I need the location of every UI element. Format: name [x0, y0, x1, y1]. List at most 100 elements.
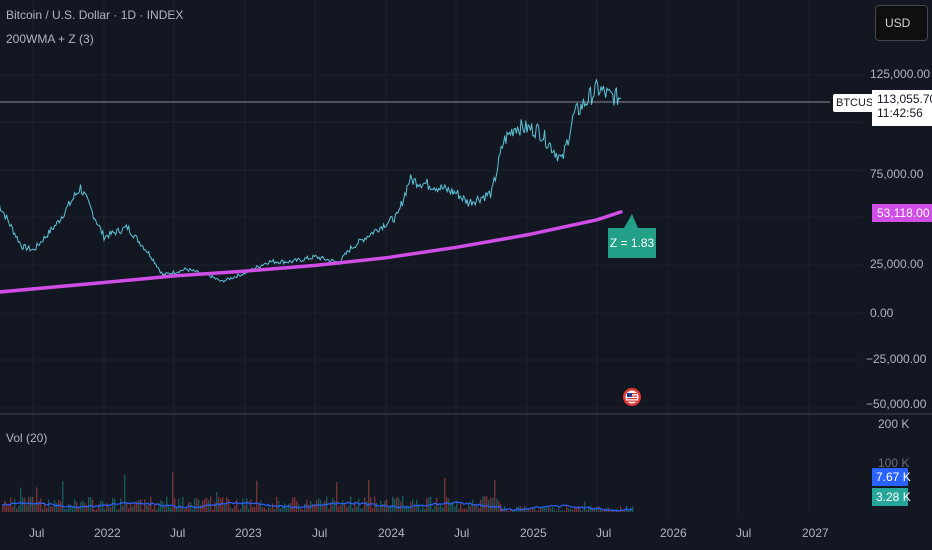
volume-bar: [14, 498, 16, 512]
volume-bar: [12, 506, 14, 512]
volume-bar: [358, 498, 360, 512]
volume-bar: [152, 509, 154, 512]
volume-bar: [446, 497, 448, 512]
volume-bar: [578, 505, 580, 512]
volume-bar: [594, 507, 596, 512]
volume-bar: [584, 501, 586, 512]
volume-bar: [294, 497, 296, 512]
volume-bar: [338, 506, 340, 512]
volume-bar: [84, 502, 86, 512]
time-axis-label: 2026: [660, 526, 687, 540]
volume-bar: [262, 507, 264, 512]
volume-bar: [56, 503, 58, 512]
volume-bar: [528, 508, 530, 512]
volume-bar: [304, 503, 306, 512]
volume-bar: [170, 507, 172, 512]
volume-bar: [612, 509, 614, 512]
time-axis-label: Jul: [596, 526, 612, 540]
time-axis-label: 2027: [802, 526, 829, 540]
time-axis-label: Jul: [454, 526, 470, 540]
volume-bar: [560, 510, 562, 512]
volume-bar: [100, 500, 102, 512]
volume-bar: [94, 509, 96, 512]
volume-bar: [300, 508, 302, 512]
volume-bar: [348, 505, 350, 512]
volume-ma-tag: 7.67 K: [872, 468, 911, 486]
symbol-title[interactable]: Bitcoin / U.S. Dollar · 1D · INDEX: [6, 8, 184, 22]
indicator-legend[interactable]: 200WMA + Z (3): [6, 32, 94, 46]
volume-bar: [258, 504, 260, 512]
volume-bar: [448, 498, 450, 512]
volume-bar: [550, 508, 552, 512]
volume-bar: [586, 509, 588, 512]
volume-bar: [20, 487, 22, 512]
volume-bar: [484, 496, 486, 512]
us-flag-icon[interactable]: [623, 388, 641, 406]
volume-bar: [346, 507, 348, 512]
volume-tag: 3.28 K: [872, 488, 911, 506]
volume-bar: [260, 500, 262, 512]
volume-bar: [168, 504, 170, 512]
volume-bar: [140, 499, 142, 512]
volume-bar: [420, 509, 422, 512]
volume-bar: [216, 492, 218, 512]
volume-bar: [548, 506, 550, 512]
volume-bar: [130, 502, 132, 512]
volume-bar: [432, 509, 434, 512]
volume-bar: [158, 503, 160, 512]
volume-bar: [156, 509, 158, 512]
volume-bar: [228, 499, 230, 512]
volume-bar: [506, 509, 508, 512]
volume-bar: [232, 508, 234, 512]
volume-bar: [538, 509, 540, 512]
volume-bar: [4, 500, 6, 512]
volume-bar: [274, 509, 276, 512]
volume-bar: [604, 508, 606, 512]
volume-bar: [332, 497, 334, 512]
volume-bar: [474, 504, 476, 512]
volume-bar: [384, 500, 386, 512]
volume-bar: [472, 499, 474, 512]
volume-bar: [372, 508, 374, 512]
volume-bar: [392, 496, 394, 512]
volume-bar: [8, 504, 10, 512]
volume-bar: [382, 504, 384, 512]
volume-bar: [62, 480, 64, 512]
volume-bar: [122, 505, 124, 512]
volume-bar: [570, 508, 572, 512]
volume-bar: [194, 498, 196, 512]
volume-bar: [264, 507, 266, 512]
volume-bar: [490, 497, 492, 512]
volume-bar: [462, 509, 464, 512]
volume-bar: [344, 502, 346, 512]
volume-bar: [404, 507, 406, 512]
volume-title[interactable]: Vol (20): [6, 431, 48, 445]
volume-bar: [468, 504, 470, 512]
volume-bar: [104, 509, 106, 512]
volume-bar: [508, 510, 510, 512]
volume-bar: [48, 499, 50, 512]
currency-button[interactable]: USD: [875, 5, 928, 41]
volume-bar: [244, 505, 246, 512]
volume-bar: [128, 508, 130, 512]
volume-bar: [576, 507, 578, 512]
volume-bar: [68, 504, 70, 512]
volume-bar: [160, 500, 162, 512]
volume-bar: [230, 507, 232, 512]
volume-bar: [312, 504, 314, 512]
volume-bar: [282, 506, 284, 512]
volume-bar: [418, 504, 420, 512]
volume-bar: [582, 510, 584, 512]
price-axis-label: 25,000.00: [870, 257, 924, 271]
volume-bar: [286, 506, 288, 512]
volume-bar: [450, 502, 452, 512]
volume-bar: [536, 510, 538, 512]
volume-bar: [520, 506, 522, 512]
volume-bar: [340, 504, 342, 512]
volume-bar: [44, 502, 46, 512]
volume-bar: [574, 508, 576, 512]
volume-bar: [434, 505, 436, 512]
volume-bar: [402, 496, 404, 512]
volume-bar: [452, 501, 454, 512]
